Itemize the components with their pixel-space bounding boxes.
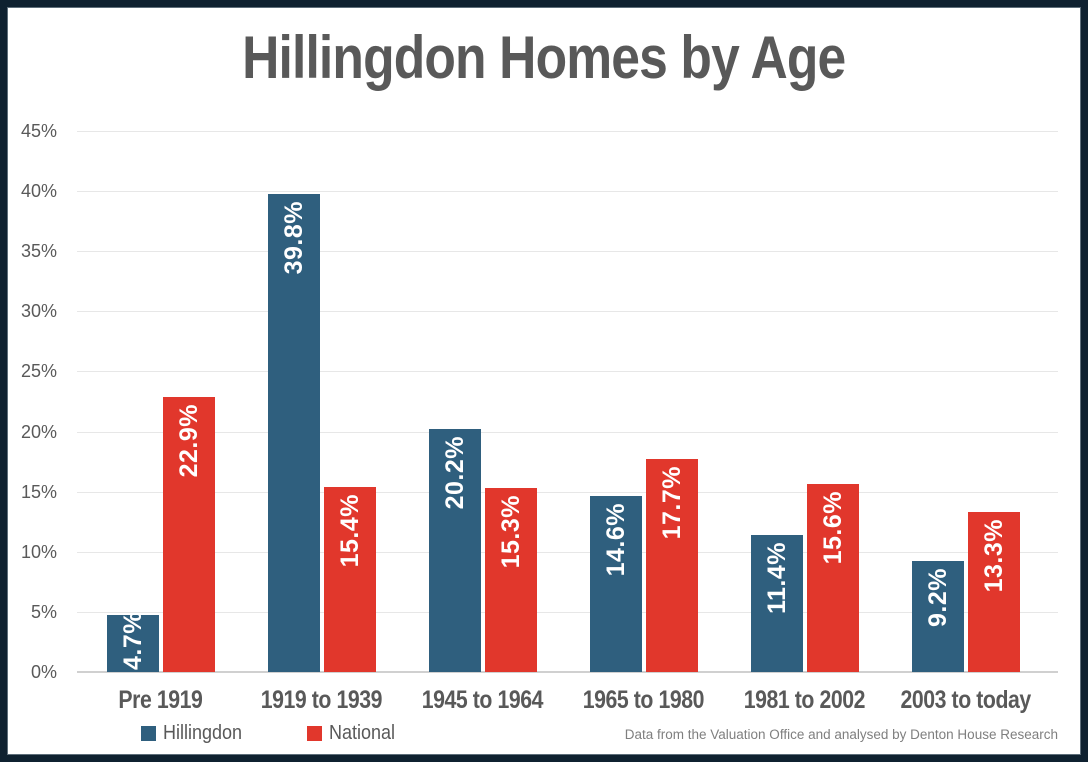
category-label-text: 1945 to 1964: [421, 686, 544, 714]
national-bar: 13.3%: [968, 512, 1020, 672]
bar-value-label: 17.7%: [657, 466, 686, 540]
hillingdon-bar: 14.6%: [590, 496, 642, 672]
national-bar: 15.6%: [807, 484, 859, 672]
y-axis-tick-label: 20%: [20, 421, 57, 442]
category-label: 1919 to 1939: [241, 686, 402, 715]
bar-value-label: 20.2%: [440, 436, 469, 510]
gridline-15%: [77, 491, 1058, 493]
y-axis-tick-label: 40%: [20, 181, 57, 202]
bar-value-label: 15.4%: [335, 493, 364, 568]
gridline-10%: [77, 551, 1058, 553]
legend-swatch-icon: [306, 725, 322, 741]
gridline-40%: [77, 191, 1058, 193]
chart-title-text: Hillingdon Homes by Age: [242, 24, 846, 91]
bar-value-label: 9.2%: [923, 568, 952, 628]
legend-item-national: National: [306, 721, 402, 745]
national-bar: 15.4%: [324, 486, 376, 672]
category-label: Pre 1919: [80, 686, 241, 715]
y-axis-tick-label: 25%: [20, 361, 57, 382]
chart-title: Hillingdon Homes by Age: [0, 20, 1088, 96]
national-bar: 22.9%: [163, 396, 215, 672]
hillingdon-bar: 39.8%: [268, 193, 320, 672]
category-label: 2003 to today: [885, 686, 1046, 715]
hillingdon-bar: 4.7%: [107, 615, 159, 672]
y-axis-tick-label: 10%: [20, 541, 57, 562]
gridline-20%: [77, 431, 1058, 433]
bar-value-label: 11.4%: [762, 541, 791, 614]
y-axis-tick-label: 30%: [20, 301, 57, 322]
category-label: 1945 to 1964: [402, 686, 563, 715]
category-label-text: 1965 to 1980: [582, 686, 705, 714]
y-axis-tick-label: 5%: [30, 601, 57, 622]
y-axis-tick-label: 0%: [30, 662, 57, 682]
bar-value-label: 15.3%: [496, 495, 525, 569]
category-label-text: 1919 to 1939: [260, 686, 383, 714]
gridline-35%: [77, 251, 1058, 253]
hillingdon-bar: 11.4%: [751, 534, 803, 672]
legend-swatch-icon: [141, 725, 156, 741]
source-attribution: Data from the Valuation Office and analy…: [624, 727, 1058, 742]
bar-value-label: 13.3%: [979, 519, 1008, 593]
hillingdon-bar: 20.2%: [429, 429, 481, 672]
gridline-45%: [77, 131, 1058, 132]
national-bar: 15.3%: [485, 488, 537, 672]
gridline-25%: [77, 371, 1058, 373]
category-label: 1981 to 2002: [724, 686, 885, 715]
x-axis-line: [77, 671, 1058, 673]
bar-value-label: 15.6%: [818, 491, 847, 565]
bar-value-label: 22.9%: [174, 403, 203, 478]
hillingdon-bar: 9.2%: [912, 561, 964, 672]
bar-value-label: 4.7%: [118, 615, 147, 670]
legend: Hillingdon National: [141, 722, 402, 744]
legend-item-hillingdon: Hillingdon: [141, 722, 251, 745]
legend-label: National: [328, 721, 395, 744]
y-axis-tick-label: 45%: [20, 121, 57, 141]
legend-label: Hillingdon: [163, 721, 243, 744]
y-axis-tick-label: 35%: [20, 241, 57, 262]
category-label-text: Pre 1919: [118, 686, 203, 714]
gridline-30%: [77, 311, 1058, 313]
gridline-5%: [77, 611, 1058, 613]
y-axis-tick-label: 15%: [20, 481, 57, 502]
category-label-text: 2003 to today: [900, 686, 1031, 714]
bar-value-label: 14.6%: [601, 503, 630, 577]
category-label: 1965 to 1980: [563, 686, 724, 715]
national-bar: 17.7%: [646, 459, 698, 672]
bar-value-label: 39.8%: [279, 200, 308, 274]
category-label-text: 1981 to 2002: [743, 686, 866, 714]
